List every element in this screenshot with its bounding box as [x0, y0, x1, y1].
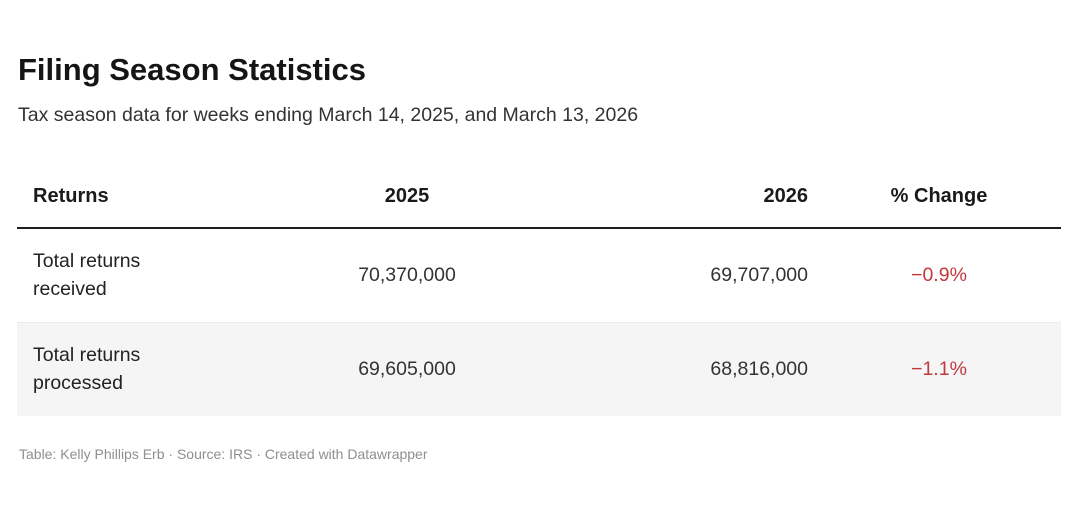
percent-change-value: −1.1% — [817, 322, 1061, 416]
row-label: Total returns processed — [17, 322, 317, 416]
column-header-returns: Returns — [17, 183, 317, 229]
page-title: Filing Season Statistics — [18, 52, 366, 87]
column-header-2026: 2026 — [497, 183, 817, 229]
table-row: Total returns received 70,370,000 69,707… — [17, 228, 1061, 323]
column-header-percent-change: % Change — [817, 183, 1061, 229]
value-2026: 69,707,000 — [710, 264, 808, 286]
column-header-2025: 2025 — [317, 183, 497, 229]
stats-table: Returns 2025 2026 % Change Total returns… — [17, 183, 1061, 416]
value-2025: 70,370,000 — [358, 264, 456, 286]
table-row: Total returns processed 69,605,000 68,81… — [17, 322, 1061, 416]
row-label: Total returns received — [17, 228, 317, 323]
value-2025: 69,605,000 — [317, 322, 497, 416]
row-label-text: Total returns processed — [33, 344, 141, 394]
page-subtitle: Tax season data for weeks ending March 1… — [18, 104, 639, 126]
row-label-text: Total returns received — [33, 250, 141, 300]
footer-credit[interactable]: Table: Kelly Phillips Erb · Source: IRS … — [19, 446, 428, 462]
value-2026: 68,816,000 — [497, 322, 817, 416]
percent-change-value: −0.9% — [911, 264, 967, 286]
chart-container: Filing Season Statistics Tax season data… — [0, 50, 1078, 416]
header-row: Returns 2025 2026 % Change — [17, 183, 1061, 229]
